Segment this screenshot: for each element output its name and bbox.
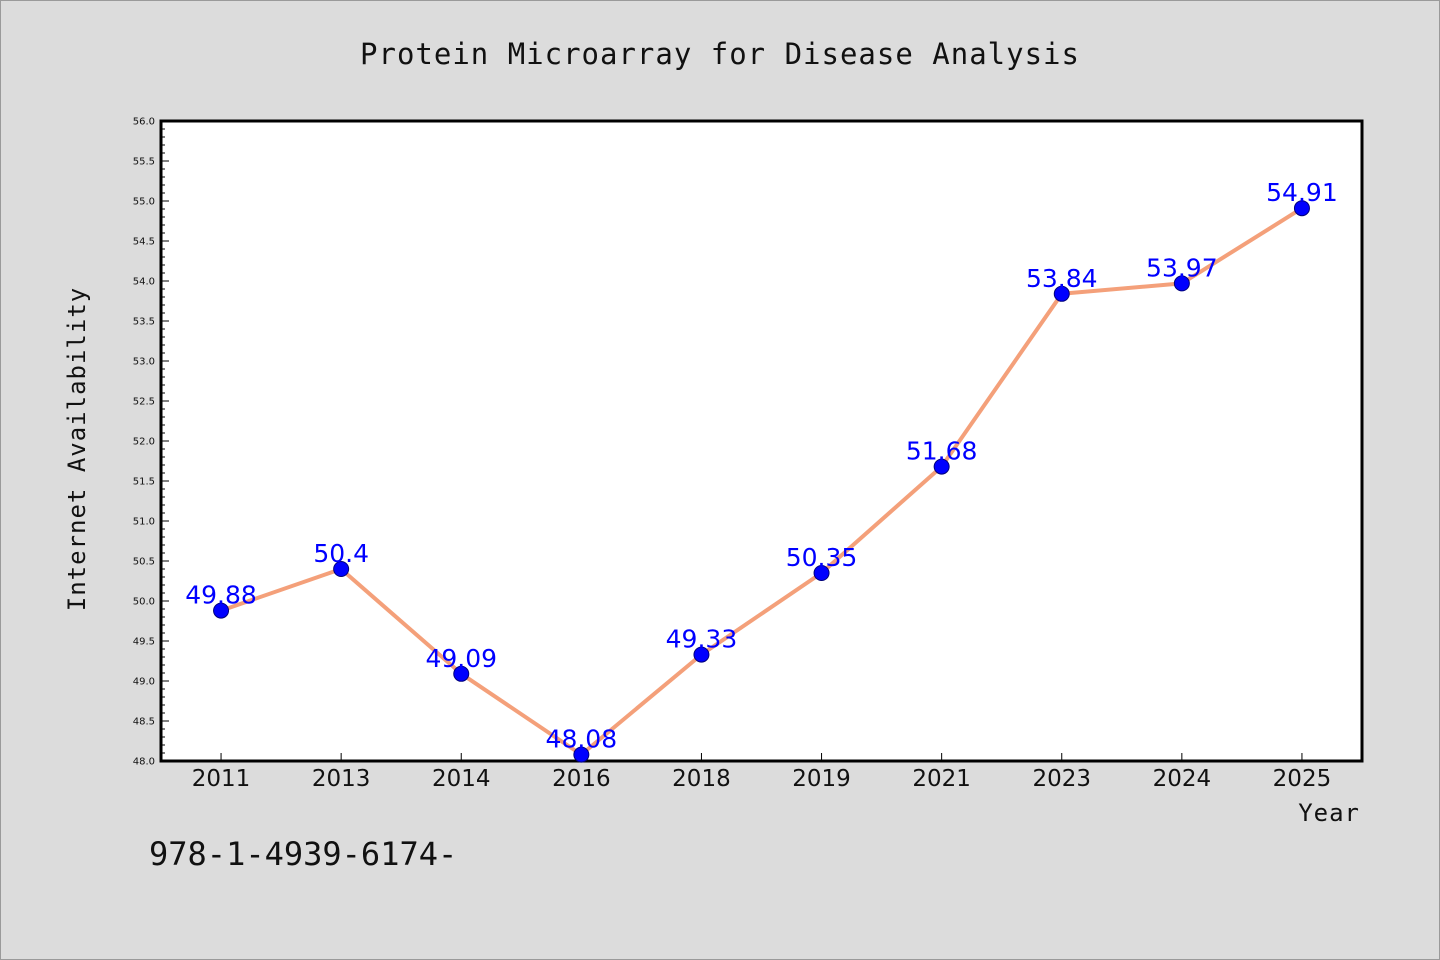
data-label: 50.35 [786, 543, 858, 572]
x-tick-label: 2011 [192, 766, 251, 792]
y-tick-label: 55.0 [133, 197, 155, 208]
chart-title: Protein Microarray for Disease Analysis [360, 37, 1080, 71]
x-tick-label: 2025 [1273, 766, 1332, 792]
x-tick-label: 2016 [552, 766, 611, 792]
y-tick-label: 52.0 [133, 437, 155, 448]
y-tick-label: 50.5 [133, 557, 155, 568]
y-tick-label: 49.0 [133, 677, 155, 688]
chart-figure: Protein Microarray for Disease Analysis … [0, 0, 1440, 960]
x-tick-label: 2019 [792, 766, 851, 792]
y-tick-label: 53.5 [133, 317, 155, 328]
data-label: 51.68 [906, 437, 978, 466]
y-tick-label: 54.5 [133, 237, 155, 248]
y-tick-label: 53.0 [133, 357, 155, 368]
x-tick-label: 2014 [432, 766, 491, 792]
data-label: 53.84 [1026, 264, 1098, 293]
footnote-text: 978-1-4939-6174- [149, 835, 457, 873]
y-tick-label: 49.5 [133, 637, 155, 648]
x-axis-title: Year [1298, 799, 1360, 827]
y-tick-label: 56.0 [133, 117, 155, 128]
y-tick-label: 48.0 [133, 757, 155, 768]
y-tick-label: 51.0 [133, 517, 155, 528]
x-tick-label: 2021 [912, 766, 971, 792]
y-tick-label: 54.0 [133, 277, 155, 288]
y-tick-label: 55.5 [133, 157, 155, 168]
x-tick-label: 2023 [1032, 766, 1091, 792]
y-tick-label: 48.5 [133, 717, 155, 728]
y-tick-label: 52.5 [133, 397, 155, 408]
plot-area [161, 121, 1362, 761]
data-label: 50.4 [313, 539, 369, 568]
data-label: 49.09 [425, 644, 497, 673]
line-chart: Protein Microarray for Disease Analysis … [1, 1, 1439, 959]
data-label: 53.97 [1146, 253, 1218, 282]
x-tick-label: 2018 [672, 766, 731, 792]
data-label: 48.08 [546, 725, 618, 754]
y-axis-title: Internet Availability [63, 287, 91, 611]
x-tick-label: 2024 [1153, 766, 1212, 792]
x-tick-label: 2013 [312, 766, 371, 792]
data-label: 49.88 [185, 581, 257, 610]
data-label: 49.33 [666, 625, 738, 654]
y-tick-label: 50.0 [133, 597, 155, 608]
data-label: 54.91 [1266, 178, 1338, 207]
y-tick-label: 51.5 [133, 477, 155, 488]
